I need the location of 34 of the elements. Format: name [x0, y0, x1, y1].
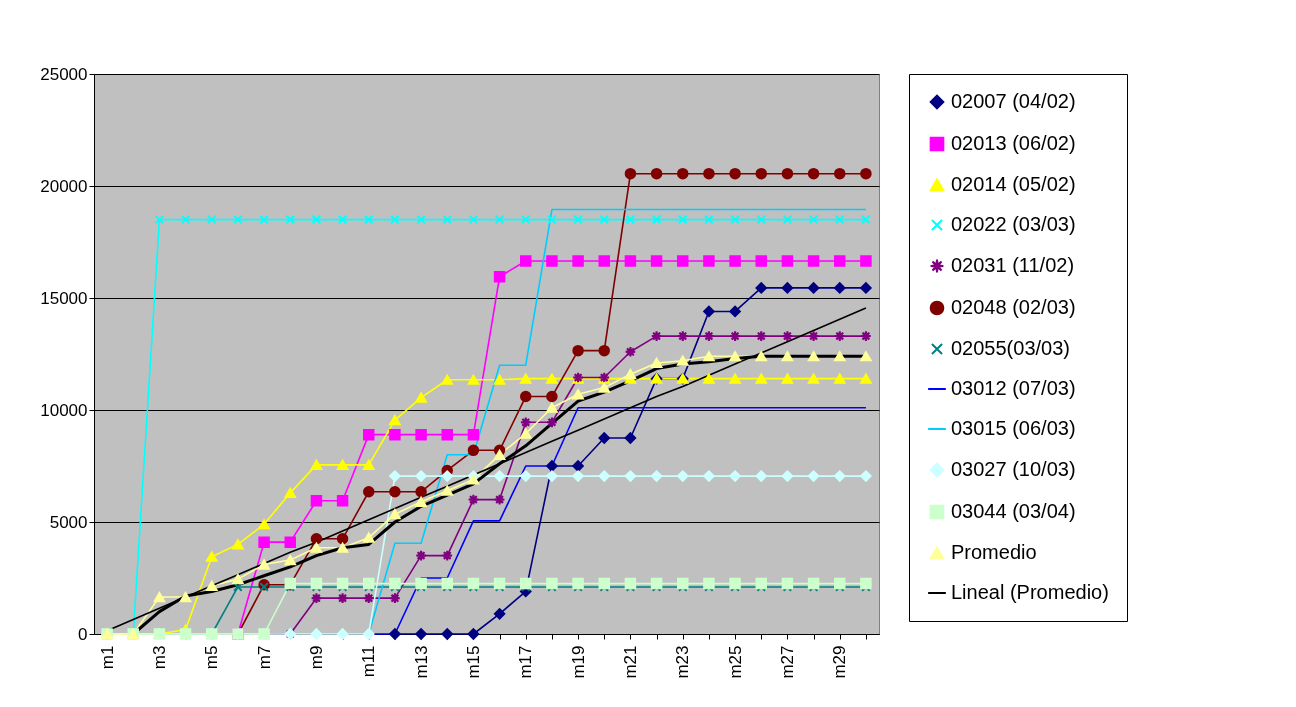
x-tick-label: m27 [777, 645, 797, 679]
legend-label: 02031 (11/02) [951, 254, 1075, 276]
y-tick-label: 10000 [40, 400, 88, 420]
x-tick-label: m9 [306, 645, 326, 670]
x-tick-label: m17 [516, 645, 536, 679]
x-tick-label: m15 [463, 645, 483, 679]
x-tick-label: m21 [620, 645, 640, 679]
legend-label: 02014 (05/02) [951, 173, 1076, 195]
legend-label: 03044 (03/04) [951, 500, 1076, 522]
x-tick-label: m5 [202, 645, 222, 670]
legend-label: Promedio [951, 541, 1037, 563]
y-tick-label: 5000 [49, 512, 88, 532]
x-tick-label: m19 [568, 645, 588, 679]
x-tick-label: m13 [411, 645, 431, 679]
legend-label: 02048 (02/03) [951, 296, 1076, 318]
legend-label: 03012 (07/03) [951, 377, 1076, 399]
y-tick-label: 15000 [40, 288, 88, 308]
x-tick-label: m3 [149, 645, 169, 670]
x-tick-label: m1 [97, 645, 117, 670]
x-tick-label: m23 [673, 645, 693, 679]
legend-label: 02022 (03/03) [951, 213, 1076, 235]
x-tick-label: m25 [725, 645, 745, 679]
legend-label: 02013 (06/02) [951, 132, 1076, 154]
x-tick-label: m7 [254, 645, 274, 670]
y-tick-label: 20000 [40, 176, 88, 196]
legend-label: 02007 (04/02) [951, 90, 1076, 112]
y-tick-label: 25000 [40, 64, 88, 84]
legend-label: 02055(03/03) [951, 337, 1070, 359]
y-tick-label: 0 [78, 624, 88, 644]
legend-label: Lineal (Promedio) [951, 581, 1109, 603]
x-tick-label: m11 [359, 645, 379, 678]
x-tick-label: m29 [830, 645, 850, 679]
legend-label: 03015 (06/03) [951, 417, 1076, 439]
legend-label: 03027 (10/03) [951, 458, 1076, 480]
